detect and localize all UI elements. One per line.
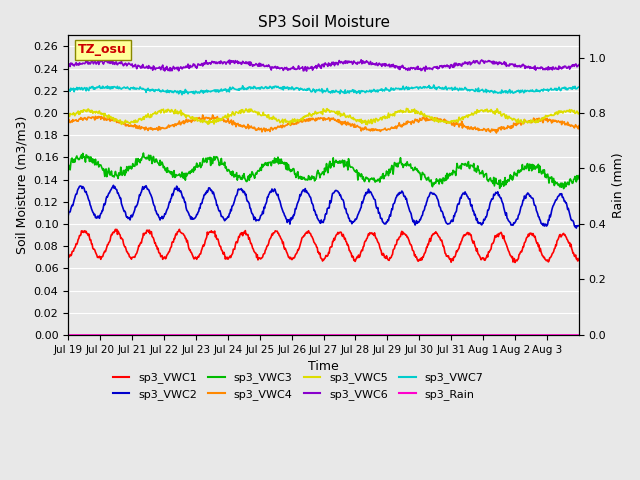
sp3_VWC2 [244, 198, 252, 204]
sp3_VWC1 [219, 249, 227, 255]
sp3_VWC2 [125, 215, 132, 220]
Line: sp3_VWC2: sp3_VWC2 [68, 185, 579, 228]
sp3_VWC1 [124, 251, 132, 257]
sp3_VWC4 [264, 128, 271, 133]
sp3_VWC4 [209, 112, 216, 118]
sp3_Rain [376, 332, 383, 338]
sp3_VWC2 [572, 225, 580, 231]
sp3_VWC7 [377, 86, 385, 92]
sp3_Rain [124, 332, 132, 338]
sp3_VWC2 [405, 206, 413, 212]
sp3_VWC2 [377, 216, 385, 221]
Text: TZ_osu: TZ_osu [78, 43, 127, 56]
Line: sp3_VWC6: sp3_VWC6 [68, 60, 579, 71]
sp3_Rain [243, 332, 251, 338]
sp3_VWC4 [124, 122, 132, 128]
sp3_VWC5 [124, 120, 132, 125]
sp3_VWC3 [264, 160, 271, 166]
sp3_VWC7 [405, 86, 413, 92]
sp3_VWC6 [575, 62, 583, 68]
sp3_VWC5 [243, 108, 251, 114]
sp3_VWC6 [124, 61, 132, 67]
Y-axis label: Rain (mm): Rain (mm) [612, 152, 625, 218]
sp3_VWC4 [377, 129, 385, 134]
sp3_VWC4 [244, 121, 252, 127]
sp3_VWC7 [178, 92, 186, 97]
sp3_VWC4 [219, 116, 227, 122]
sp3_VWC2 [264, 194, 271, 200]
sp3_VWC5 [263, 113, 271, 119]
sp3_VWC6 [405, 66, 413, 72]
sp3_VWC3 [219, 161, 227, 167]
sp3_VWC4 [64, 118, 72, 124]
sp3_VWC3 [560, 186, 568, 192]
Line: sp3_VWC4: sp3_VWC4 [68, 115, 579, 133]
sp3_VWC1 [377, 247, 385, 252]
sp3_VWC5 [218, 117, 226, 123]
sp3_VWC1 [175, 227, 183, 232]
sp3_VWC7 [124, 85, 132, 91]
sp3_VWC1 [264, 243, 271, 249]
sp3_VWC6 [263, 62, 271, 68]
sp3_VWC6 [377, 62, 385, 68]
sp3_VWC3 [244, 174, 252, 180]
sp3_VWC1 [64, 254, 72, 260]
sp3_VWC3 [124, 168, 132, 174]
sp3_Rain [218, 332, 226, 338]
Title: SP3 Soil Moisture: SP3 Soil Moisture [257, 15, 390, 30]
X-axis label: Time: Time [308, 360, 339, 373]
sp3_VWC7 [64, 86, 72, 92]
sp3_VWC3 [575, 173, 583, 179]
sp3_VWC7 [219, 88, 227, 94]
sp3_VWC5 [64, 113, 72, 119]
sp3_VWC6 [243, 60, 251, 66]
sp3_VWC6 [421, 68, 429, 74]
Line: sp3_VWC7: sp3_VWC7 [68, 85, 579, 95]
Line: sp3_VWC1: sp3_VWC1 [68, 229, 579, 263]
sp3_VWC2 [109, 182, 117, 188]
sp3_VWC4 [405, 120, 413, 125]
sp3_VWC3 [140, 150, 147, 156]
Line: sp3_VWC5: sp3_VWC5 [68, 108, 579, 125]
sp3_VWC4 [493, 130, 500, 136]
sp3_VWC7 [264, 85, 271, 91]
sp3_VWC5 [406, 109, 413, 115]
Line: sp3_VWC3: sp3_VWC3 [68, 153, 579, 189]
sp3_VWC3 [377, 174, 385, 180]
sp3_Rain [64, 332, 72, 338]
sp3_VWC4 [575, 123, 583, 129]
sp3_VWC3 [405, 163, 413, 168]
sp3_VWC5 [377, 115, 385, 120]
sp3_VWC6 [218, 60, 226, 66]
sp3_Rain [263, 332, 271, 338]
sp3_VWC7 [430, 82, 438, 88]
Legend: sp3_VWC1, sp3_VWC2, sp3_VWC3, sp3_VWC4, sp3_VWC5, sp3_VWC6, sp3_VWC7, sp3_Rain: sp3_VWC1, sp3_VWC2, sp3_VWC3, sp3_VWC4, … [108, 368, 488, 404]
Y-axis label: Soil Moisture (m3/m3): Soil Moisture (m3/m3) [15, 116, 28, 254]
sp3_VWC2 [64, 213, 72, 219]
sp3_VWC7 [244, 86, 252, 92]
sp3_VWC2 [219, 214, 227, 219]
sp3_VWC2 [575, 223, 583, 229]
sp3_VWC1 [511, 260, 519, 265]
sp3_VWC5 [575, 110, 583, 116]
sp3_VWC5 [364, 122, 371, 128]
sp3_VWC3 [64, 161, 72, 167]
sp3_Rain [575, 332, 583, 338]
sp3_VWC6 [357, 57, 365, 63]
sp3_VWC1 [405, 238, 413, 244]
sp3_VWC6 [64, 63, 72, 69]
sp3_VWC7 [575, 84, 583, 90]
sp3_VWC1 [244, 232, 252, 238]
sp3_Rain [404, 332, 412, 338]
sp3_VWC5 [403, 106, 410, 111]
sp3_VWC1 [575, 256, 583, 262]
